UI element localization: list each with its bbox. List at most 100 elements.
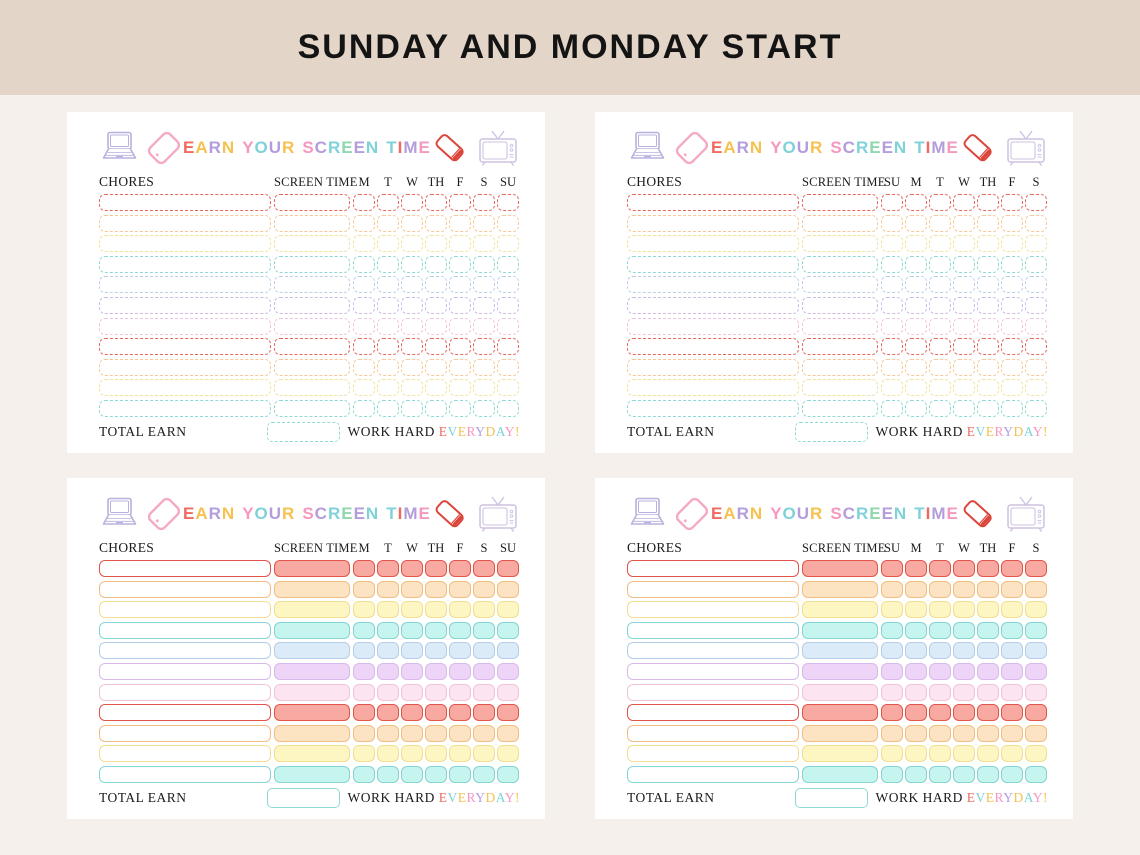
chore-name-box: [627, 704, 799, 722]
day-checkbox-th: [425, 358, 447, 376]
everyday-letter: E: [985, 423, 995, 439]
chores-column-header: CHORES: [627, 540, 683, 555]
chart-title-letter: U: [268, 504, 283, 523]
day-checkbox-t: [929, 683, 951, 701]
chart-title-letter: R: [208, 138, 222, 157]
chore-name-box: [627, 724, 799, 742]
day-checkbox-s: [1025, 642, 1047, 660]
day-checkbox-th: [977, 317, 999, 335]
total-earn-box: [795, 421, 869, 442]
day-checkboxes: [353, 683, 519, 701]
chart-title-letter: M: [403, 138, 419, 157]
chart-title-letter: C: [842, 504, 856, 523]
day-checkbox-su: [497, 765, 519, 783]
chart-title-letter: U: [796, 138, 811, 157]
day-checkbox-su: [497, 276, 519, 294]
day-checkbox-t: [377, 338, 399, 356]
day-checkbox-t: [377, 765, 399, 783]
day-checkbox-th: [977, 358, 999, 376]
chart-title-letter: S: [302, 138, 315, 157]
chore-row: [627, 601, 1048, 619]
chart-title-letter: I: [925, 504, 932, 523]
everyday-letter: Y: [1003, 423, 1014, 439]
chart-title-letter: E: [183, 504, 196, 523]
chart-title-letter: U: [796, 504, 811, 523]
day-checkbox-w: [953, 580, 975, 598]
everyday-letter: V: [447, 423, 458, 439]
chart-title-letter: Y: [242, 138, 255, 157]
day-checkbox-f: [449, 338, 471, 356]
screen-time-box: [802, 745, 878, 763]
work-hard-label: WORK HARD: [347, 789, 439, 805]
day-checkbox-s: [473, 399, 495, 417]
chore-row: [99, 194, 520, 211]
day-checkbox-su: [497, 379, 519, 397]
everyday-letter: E: [438, 423, 448, 439]
chore-name-box: [627, 296, 799, 314]
day-checkbox-s: [473, 358, 495, 376]
everyday-letter: V: [975, 423, 986, 439]
day-checkbox-t: [929, 560, 951, 577]
day-checkboxes: [881, 194, 1047, 211]
day-header-su: SU: [500, 175, 516, 189]
day-checkboxes: [881, 580, 1047, 598]
day-checkbox-m: [353, 560, 375, 577]
day-checkbox-s: [1025, 745, 1047, 763]
day-header-su: SU: [500, 541, 516, 555]
day-checkbox-f: [1001, 765, 1023, 783]
day-checkbox-m: [905, 296, 927, 314]
day-header-th: TH: [427, 541, 445, 555]
chore-name-box: [627, 399, 799, 417]
screen-time-column-header: SCREEN TIME: [802, 175, 886, 189]
phone-icon: [959, 495, 997, 533]
day-checkbox-t: [929, 194, 951, 211]
chart-title-letter: R: [810, 138, 824, 157]
chart-title-letter: I: [397, 504, 404, 523]
chart-title-letter: O: [254, 504, 269, 523]
chore-row: [99, 683, 520, 701]
day-checkbox-w: [953, 214, 975, 232]
chore-row: [627, 560, 1048, 577]
everyday-letter: R: [994, 423, 1004, 439]
chore-name-box: [99, 296, 271, 314]
day-checkbox-th: [425, 560, 447, 577]
screen-time-box: [274, 560, 350, 577]
day-checkboxes: [881, 358, 1047, 376]
day-checkbox-w: [401, 358, 423, 376]
day-checkbox-m: [905, 560, 927, 577]
screen-time-box: [274, 580, 350, 598]
day-checkbox-su: [497, 580, 519, 598]
day-checkbox-su: [497, 194, 519, 211]
day-checkbox-f: [1001, 358, 1023, 376]
day-checkbox-f: [449, 255, 471, 273]
day-checkbox-su: [881, 379, 903, 397]
day-checkbox-m: [905, 276, 927, 294]
day-checkbox-su: [497, 601, 519, 619]
day-checkbox-s: [473, 235, 495, 253]
day-checkbox-t: [929, 745, 951, 763]
screen-time-box: [802, 296, 878, 314]
day-checkbox-t: [377, 317, 399, 335]
day-checkboxes: [881, 255, 1047, 273]
total-earn-label: TOTAL EARN: [627, 423, 715, 439]
chore-row: [99, 621, 520, 639]
screen-time-box: [274, 194, 350, 211]
chore-rows: [99, 560, 520, 783]
day-checkboxes: [881, 662, 1047, 680]
day-checkbox-w: [401, 276, 423, 294]
everyday-letter: Y: [1003, 789, 1014, 805]
chore-name-box: [99, 560, 271, 577]
everyday-letter: Y: [475, 423, 486, 439]
laptop-icon: [627, 497, 667, 531]
day-checkbox-th: [425, 399, 447, 417]
chore-row: [99, 580, 520, 598]
chore-name-box: [99, 255, 271, 273]
day-checkbox-su: [497, 642, 519, 660]
day-checkbox-m: [353, 379, 375, 397]
day-header-f: F: [1008, 541, 1016, 555]
chore-name-box: [99, 642, 271, 660]
day-checkbox-m: [905, 214, 927, 232]
chart-title-letter: N: [749, 504, 764, 523]
screen-time-box: [802, 317, 878, 335]
day-checkbox-w: [401, 580, 423, 598]
